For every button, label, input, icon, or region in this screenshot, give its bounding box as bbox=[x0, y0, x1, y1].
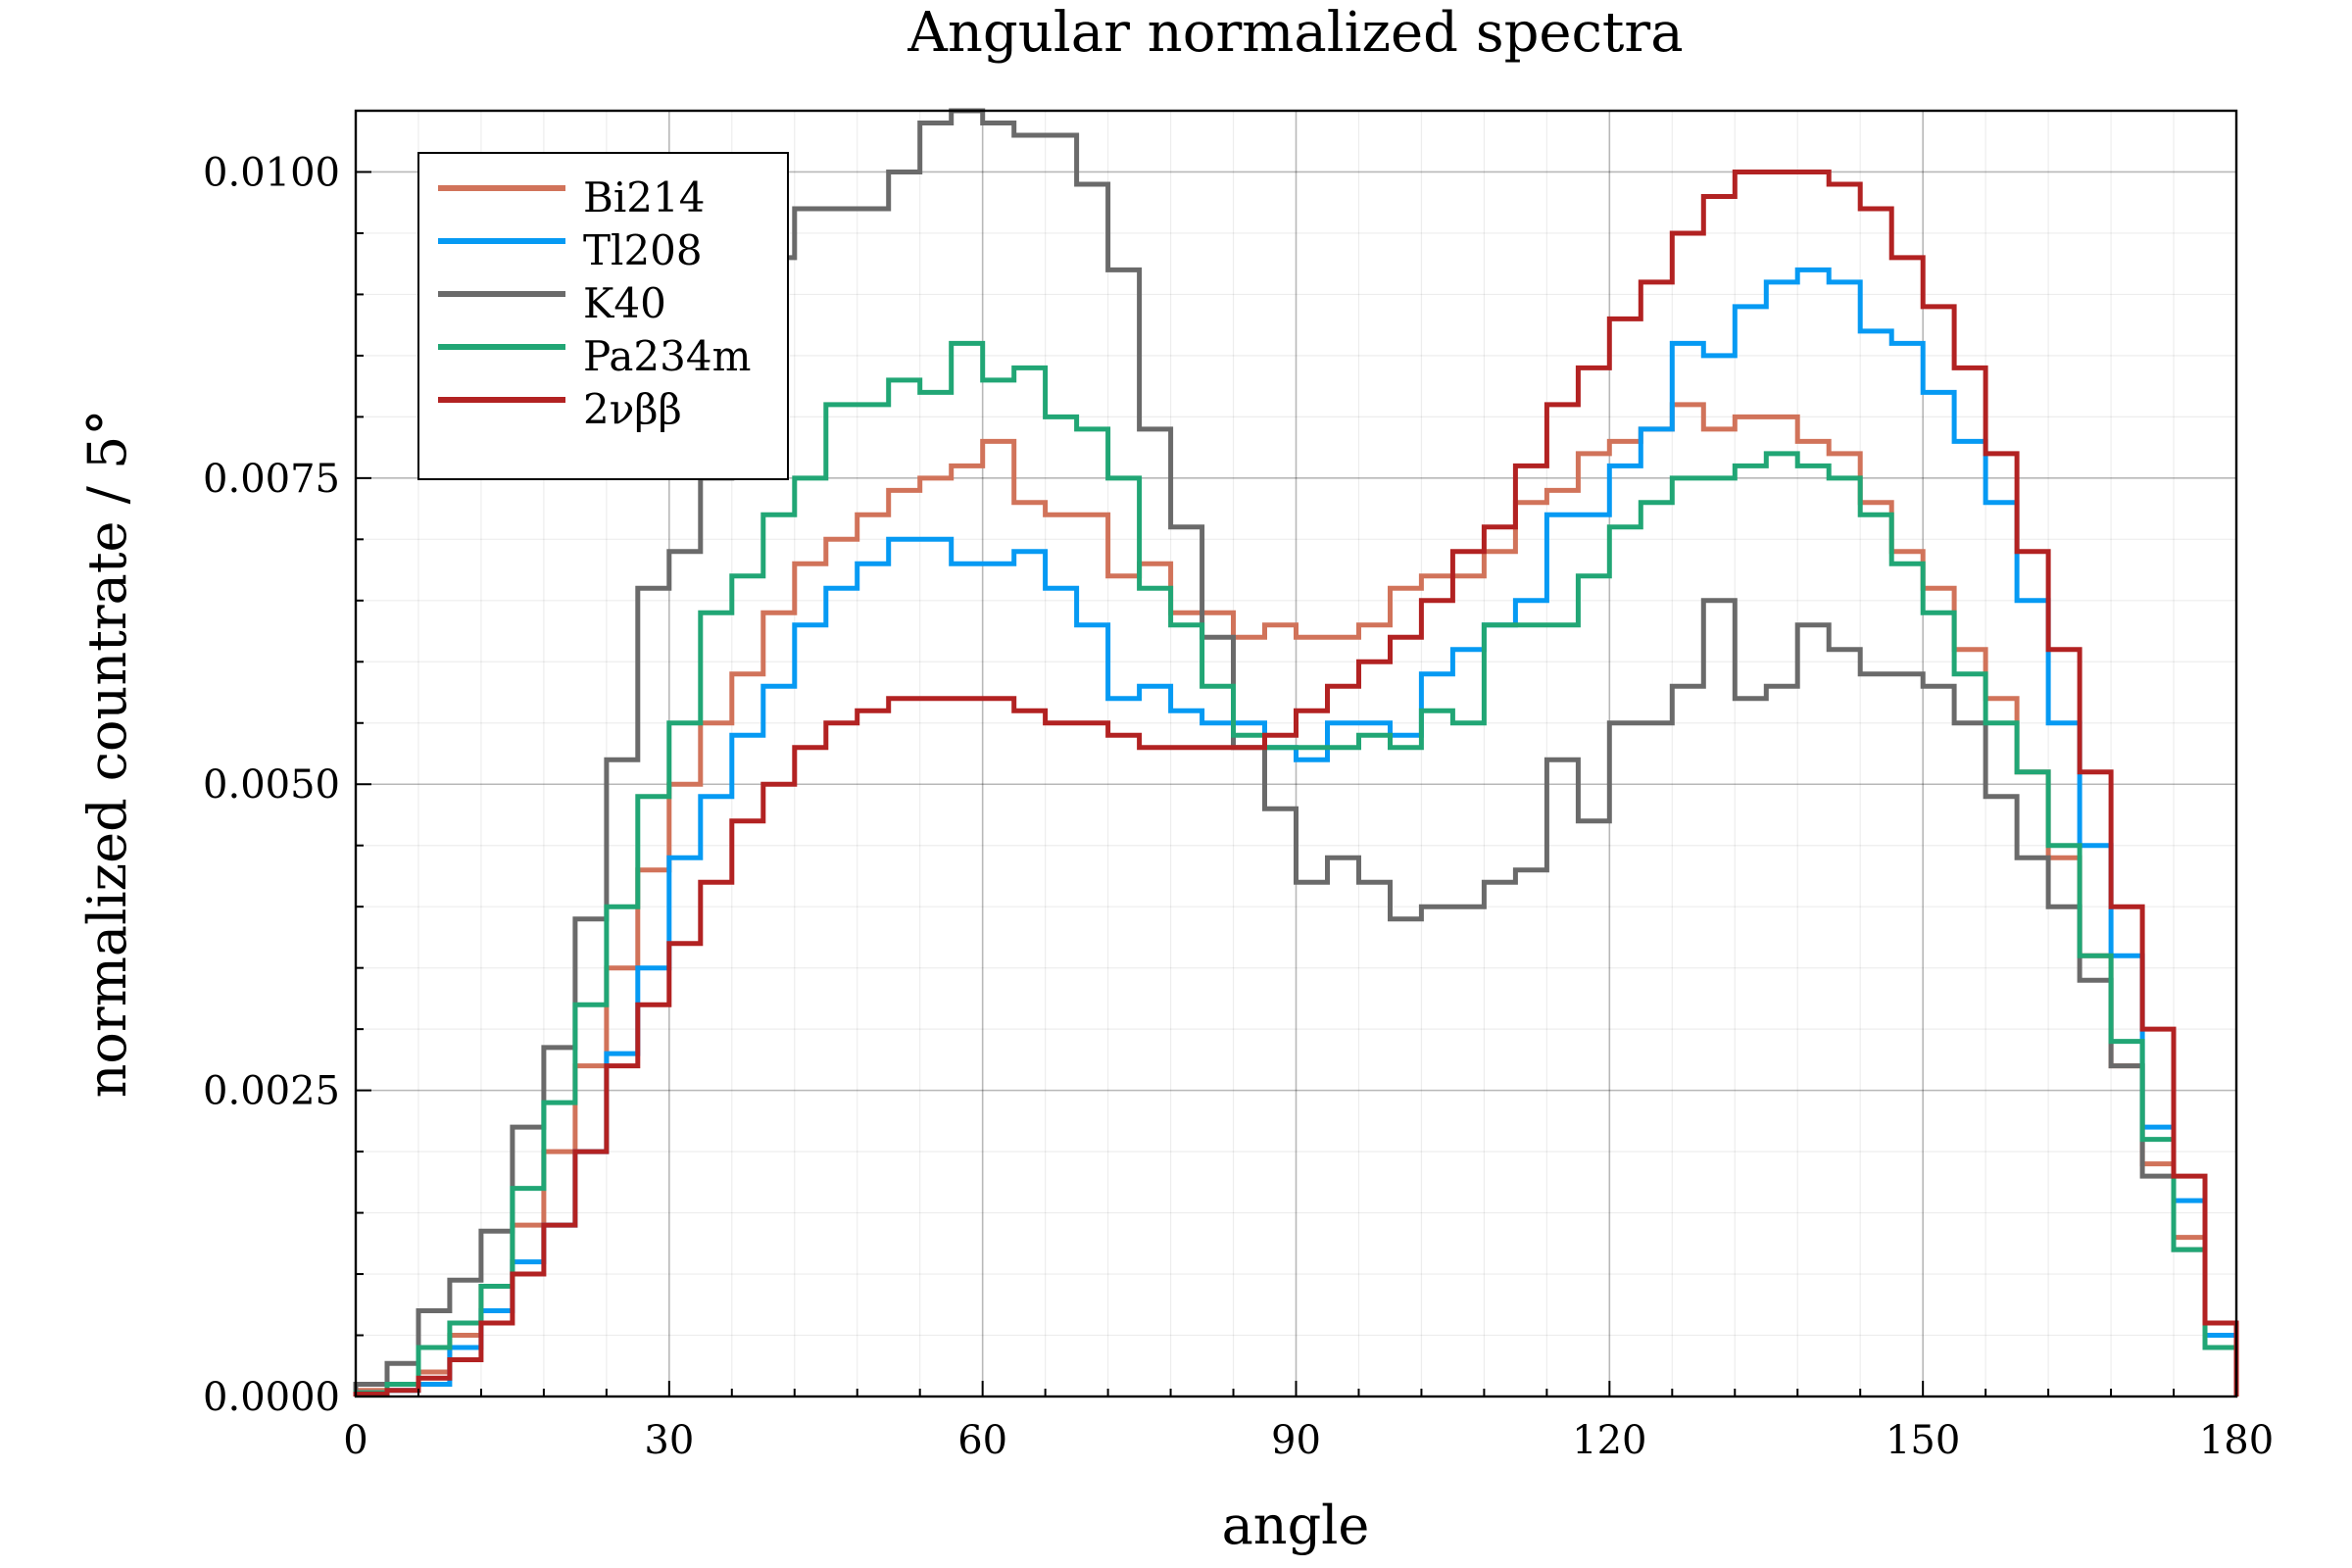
y-tick-label: 0.0050 bbox=[203, 762, 340, 808]
y-tick-label: 0.0100 bbox=[203, 150, 340, 195]
legend: Bi214 Tl208 K40 Pa234m 2νββ bbox=[417, 152, 789, 480]
legend-items: Bi214 Tl208 K40 Pa234m 2νββ bbox=[438, 173, 751, 433]
x-tick-label: 90 bbox=[1271, 1418, 1321, 1463]
legend-label: Pa234m bbox=[583, 332, 751, 380]
series-tl208-line bbox=[353, 267, 2239, 1396]
y-tick-label: 0.0075 bbox=[203, 457, 340, 502]
legend-label: Bi214 bbox=[583, 173, 705, 221]
series-k40-line bbox=[353, 108, 2239, 1396]
x-tick-label: 150 bbox=[1886, 1418, 1960, 1463]
x-tick-label: 0 bbox=[343, 1418, 368, 1463]
y-tick-label: 0.0025 bbox=[203, 1069, 340, 1114]
series-bi214-line bbox=[353, 402, 2239, 1396]
legend-label: Tl208 bbox=[583, 226, 703, 274]
x-tick-label: 60 bbox=[957, 1418, 1007, 1463]
legend-label: 2νββ bbox=[583, 385, 682, 433]
x-tick-label: 30 bbox=[644, 1418, 694, 1463]
y-axis-label: normalized countrate / 5° bbox=[76, 410, 138, 1099]
axis-ticks bbox=[355, 110, 2237, 1397]
x-tick-label: 180 bbox=[2199, 1418, 2274, 1463]
y-tick-labels: 0.0000 0.0025 0.0050 0.0075 0.0100 bbox=[203, 150, 340, 1420]
legend-box bbox=[417, 152, 789, 480]
x-tick-label: 120 bbox=[1572, 1418, 1646, 1463]
y-tick-label: 0.0000 bbox=[203, 1375, 340, 1420]
legend-label: K40 bbox=[583, 279, 666, 327]
x-tick-labels: 0 30 60 90 120 150 180 bbox=[343, 1418, 2274, 1463]
x-axis-label: angle bbox=[1222, 1494, 1370, 1556]
chart-title: Angular normalized spectra bbox=[906, 1, 1683, 65]
series-group bbox=[353, 108, 2239, 1396]
series-2νββ-line bbox=[353, 170, 2239, 1396]
